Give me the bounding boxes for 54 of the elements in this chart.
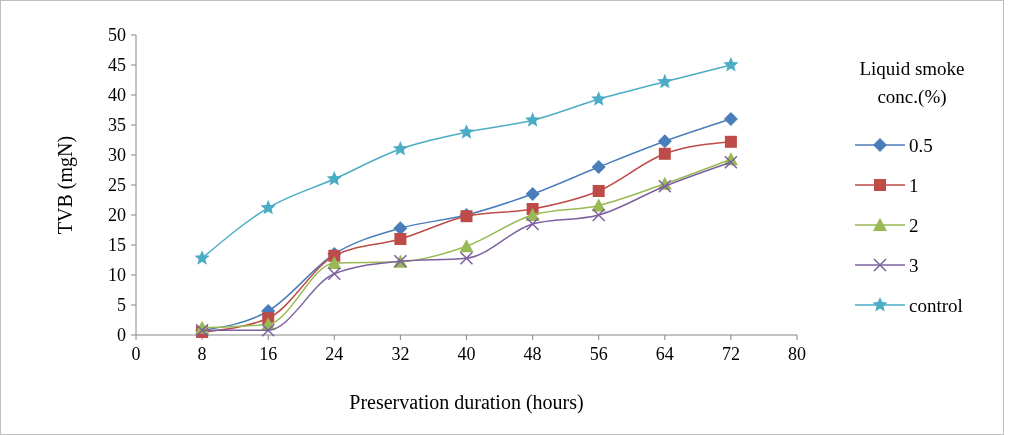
point xyxy=(525,217,540,231)
point xyxy=(458,124,475,139)
legend-label: 3 xyxy=(909,254,919,276)
point xyxy=(326,171,342,186)
y-tick-label: 20 xyxy=(108,205,126,226)
point xyxy=(591,160,606,174)
x-tick-label: 32 xyxy=(391,344,410,364)
point xyxy=(723,57,739,72)
y-tick-label: 45 xyxy=(108,55,126,76)
x-tick-label: 48 xyxy=(523,344,542,364)
x-tick-label: 56 xyxy=(589,344,608,364)
y-tick-label: 0 xyxy=(117,325,126,346)
point xyxy=(658,147,671,160)
legend-label: control xyxy=(909,294,963,316)
x-tick-label: 72 xyxy=(721,344,740,364)
y-tick-label: 50 xyxy=(108,25,126,46)
point xyxy=(459,239,474,253)
y-tick-label: 25 xyxy=(108,175,126,196)
legend-label: 1 xyxy=(909,174,919,196)
point xyxy=(592,185,605,197)
y-tick-label: 5 xyxy=(117,295,126,316)
point xyxy=(524,112,541,127)
point xyxy=(392,141,409,156)
x-tick-label: 40 xyxy=(457,344,476,364)
legend-label: 2 xyxy=(909,214,919,236)
x-axis-title: Preservation duration (hours) xyxy=(349,391,584,414)
point xyxy=(260,199,276,215)
x-tick-label: 8 xyxy=(197,344,207,364)
x-tick-label: 64 xyxy=(655,344,674,364)
point xyxy=(724,135,737,148)
point xyxy=(194,250,210,265)
y-tick-label: 40 xyxy=(108,85,126,106)
point xyxy=(657,134,672,149)
y-tick-label: 10 xyxy=(108,265,126,286)
y-axis-title: TVB (mgN) xyxy=(54,135,77,235)
y-tick-label: 15 xyxy=(108,235,126,256)
point xyxy=(657,73,673,89)
y-tick-label: 30 xyxy=(108,145,126,166)
legend-title: Liquid smoke conc.(%) xyxy=(859,58,965,108)
point xyxy=(394,233,407,245)
point xyxy=(327,267,342,281)
x-tick-label: 16 xyxy=(259,344,278,364)
x-tick-label: 80 xyxy=(788,344,806,364)
x-tick-label: 24 xyxy=(325,344,344,364)
x-tick-label: 0 xyxy=(131,344,141,364)
legend-label: 0.5 xyxy=(909,134,933,156)
point xyxy=(327,256,342,269)
point xyxy=(723,112,738,126)
point xyxy=(261,323,275,337)
point xyxy=(591,208,606,222)
point xyxy=(591,91,607,106)
y-tick-label: 35 xyxy=(108,115,126,136)
point xyxy=(459,251,474,265)
point xyxy=(525,187,540,201)
